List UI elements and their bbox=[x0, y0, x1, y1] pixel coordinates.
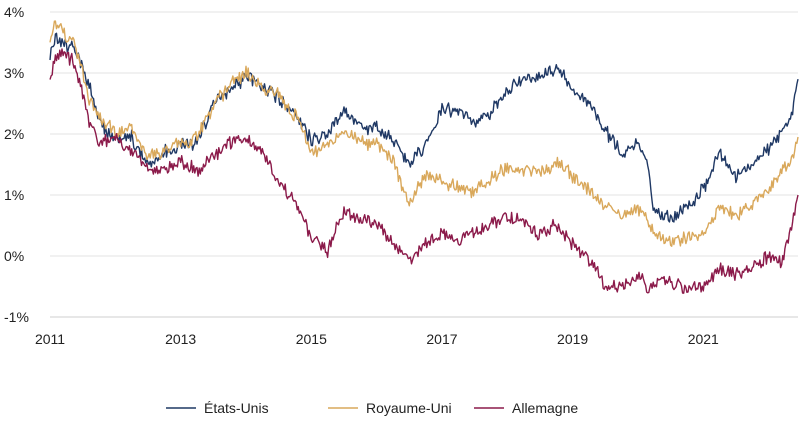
x-axis: 2011 2013 2015 2017 2019 2021 bbox=[35, 316, 798, 347]
y-tick-label: 2% bbox=[4, 126, 24, 142]
series-line-1 bbox=[49, 20, 799, 247]
y-tick-label: 1% bbox=[4, 187, 24, 203]
legend: États-Unis Royaume-Uni Allemagne bbox=[166, 400, 578, 416]
y-tick-label: 0% bbox=[4, 248, 24, 264]
x-tick-label: 2011 bbox=[35, 331, 65, 347]
legend-label-1: Royaume-Uni bbox=[366, 400, 452, 416]
series-line-0 bbox=[49, 32, 799, 223]
x-tick-label: 2013 bbox=[165, 331, 196, 347]
legend-label-0: États-Unis bbox=[204, 400, 269, 416]
y-tick-label: 4% bbox=[4, 4, 24, 20]
gridlines bbox=[50, 11, 798, 318]
x-tick-label: 2019 bbox=[557, 331, 588, 347]
y-tick-label: 3% bbox=[4, 65, 24, 81]
x-tick-label: 2017 bbox=[426, 331, 457, 347]
legend-label-2: Allemagne bbox=[512, 400, 578, 416]
series-line-2 bbox=[49, 48, 799, 294]
x-tick-label: 2021 bbox=[688, 331, 719, 347]
series-lines bbox=[49, 20, 799, 294]
y-axis: 4% 3% 2% 1% 0% -1% bbox=[4, 4, 29, 325]
x-tick-label: 2015 bbox=[296, 331, 327, 347]
y-tick-label: -1% bbox=[4, 309, 29, 325]
